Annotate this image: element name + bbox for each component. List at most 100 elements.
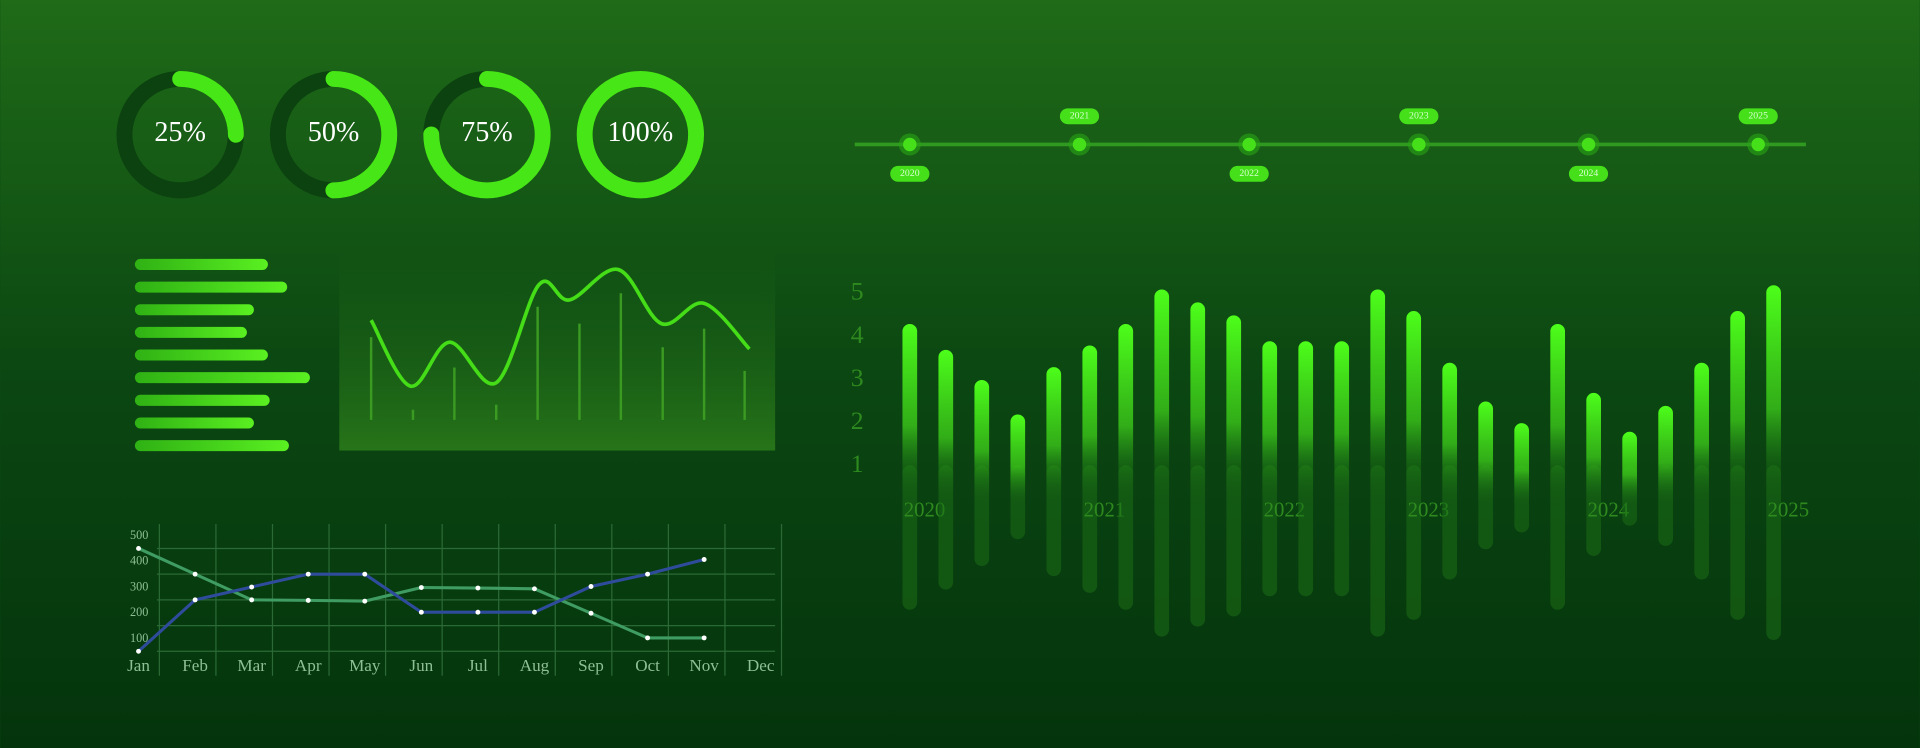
point (362, 571, 368, 577)
point (192, 571, 198, 577)
donut-label: 25% (154, 117, 206, 148)
point (532, 586, 537, 592)
x-tick-label: Nov (689, 656, 719, 675)
timeline-dot (903, 137, 917, 152)
x-tick-label: 2022 (1264, 498, 1306, 522)
bar (1658, 405, 1673, 510)
donut-label: 75% (461, 117, 513, 148)
x-tick-label: Feb (182, 656, 208, 675)
timeline-pill (1059, 108, 1100, 125)
x-tick-label: 2023 (1408, 498, 1450, 522)
timeline-dot (1412, 137, 1426, 152)
x-tick-label: Jul (468, 656, 488, 675)
point (418, 609, 424, 615)
timeline-label: 2025 (1748, 111, 1768, 122)
bar (1154, 289, 1170, 510)
timeline-pill (1399, 108, 1439, 125)
bar (1406, 311, 1422, 510)
bar (1010, 414, 1026, 510)
smooth-line (369, 267, 751, 388)
bar (1586, 392, 1602, 510)
point (588, 610, 594, 616)
bar-reflection (1766, 465, 1781, 640)
bar (1118, 323, 1134, 510)
x-tick-label: Sep (578, 656, 604, 675)
y-tick-label: 100 (130, 631, 148, 645)
y-tick-label: 500 (130, 528, 148, 542)
bar (1622, 431, 1637, 510)
timeline-pill (1229, 165, 1269, 182)
point (645, 635, 651, 641)
donut-arc (423, 71, 551, 199)
h-bar (134, 326, 247, 338)
h-bar (134, 417, 254, 429)
area-panel (339, 250, 776, 451)
y-tick-label: 1 (851, 449, 864, 478)
point (418, 585, 424, 590)
bar (1694, 362, 1709, 510)
timeline-dot (1581, 137, 1596, 152)
bar (902, 323, 918, 510)
bar (1442, 362, 1458, 510)
x-tick-label: Dec (747, 656, 775, 675)
bar (1730, 311, 1745, 510)
y-tick-label: 200 (130, 605, 148, 619)
point (249, 597, 255, 603)
x-tick-label: 2025 (1768, 498, 1810, 522)
timeline-pill (1738, 108, 1778, 125)
bar (1370, 289, 1386, 510)
x-tick-label: Oct (635, 656, 660, 675)
point (475, 585, 481, 591)
timeline-label: 2023 (1409, 111, 1429, 122)
bar (1226, 315, 1242, 510)
point (588, 584, 594, 589)
bar (1190, 302, 1206, 510)
x-tick-label: Aug (520, 656, 550, 675)
y-tick-label: 3 (851, 363, 864, 392)
x-tick-label: May (349, 656, 381, 675)
bar (1766, 285, 1781, 510)
point (645, 571, 651, 577)
timeline-label: 2024 (1579, 168, 1599, 179)
bar (974, 379, 990, 510)
timeline-label: 2021 (1070, 111, 1090, 122)
h-bar (134, 258, 268, 270)
h-bar (134, 349, 268, 361)
timeline-label: 2020 (900, 168, 920, 179)
y-tick-label: 300 (130, 579, 148, 593)
timeline-pill (1568, 165, 1609, 182)
bar (1514, 423, 1530, 510)
point (136, 546, 141, 551)
h-bar (134, 304, 254, 316)
bar (1334, 341, 1350, 510)
x-tick-label: 2021 (1084, 498, 1126, 522)
point (136, 648, 141, 654)
point (362, 598, 368, 604)
point (305, 571, 311, 577)
y-tick-label: 400 (130, 554, 148, 568)
y-tick-label: 5 (851, 277, 864, 306)
h-bar (134, 372, 310, 384)
timeline-pill (890, 165, 930, 182)
donut-arc (116, 71, 244, 199)
charts: 25% 50% 75% 100% 100 200 300 400 500 Jan Feb Mar Apr… (116, 71, 1810, 676)
bar (1262, 341, 1278, 510)
donut-label: 100% (608, 117, 674, 148)
point (701, 557, 707, 562)
timeline-dot (1242, 137, 1256, 152)
y-tick-label: 4 (851, 320, 864, 349)
point (475, 609, 481, 615)
point (532, 609, 537, 615)
x-tick-label: Apr (295, 656, 322, 675)
donut-label: 50% (308, 117, 360, 148)
timeline-label: 2022 (1239, 168, 1259, 179)
bar (1046, 367, 1062, 510)
h-bar (134, 440, 289, 452)
x-tick-label: 2020 (904, 498, 946, 522)
donut-arc (269, 71, 398, 199)
timeline-dot (1751, 137, 1765, 152)
bar (1550, 323, 1566, 510)
